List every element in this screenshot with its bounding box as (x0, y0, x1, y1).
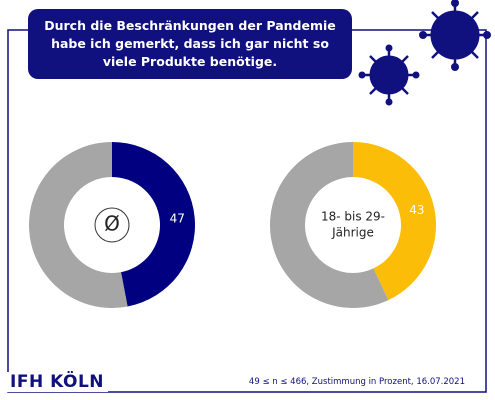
center-label: 18- bis 29- (321, 210, 385, 224)
data-label: 47 (170, 211, 185, 225)
center-circle (94, 207, 130, 243)
center-label: Jährige (331, 226, 374, 240)
data-label: 43 (409, 203, 424, 217)
footnote: 49 ≤ n ≤ 466, Zustimmung in Prozent, 16.… (248, 377, 465, 387)
donut-segment (270, 142, 389, 308)
donut-segment (28, 142, 128, 308)
virus-icons (358, 0, 491, 106)
donut-segment (353, 142, 436, 301)
title: Durch die Beschränkungen der Pandemie ha… (28, 9, 352, 79)
center-label: Ø (104, 212, 120, 236)
donut-segment (112, 142, 195, 307)
logo: IFH KÖLN (6, 372, 109, 392)
